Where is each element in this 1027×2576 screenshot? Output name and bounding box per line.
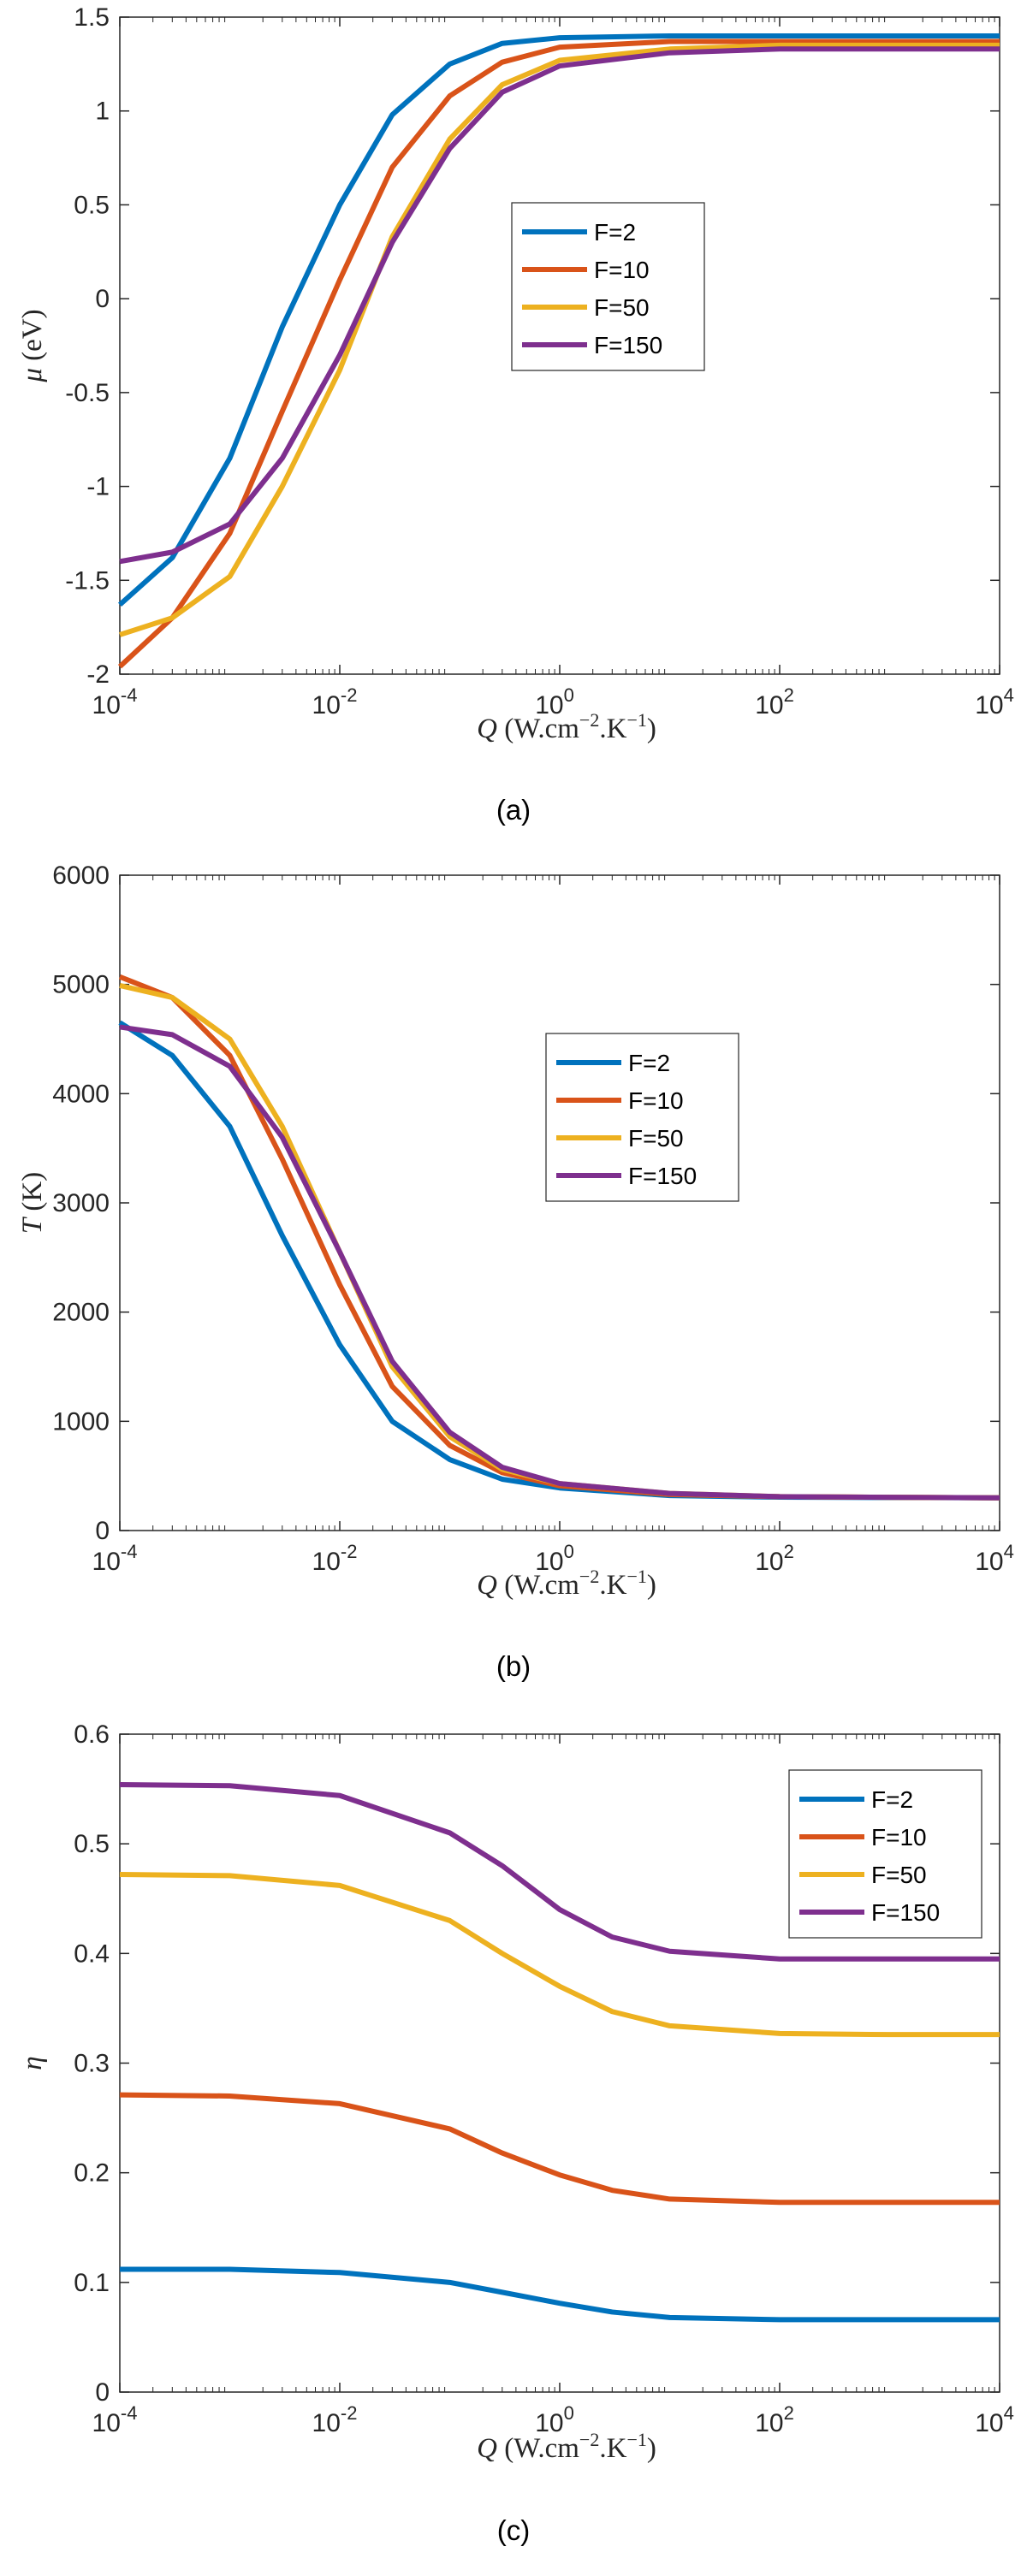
y-tick-label: -1.5 [65,566,110,595]
x-tick-label: 104 [975,1541,1014,1576]
x-tick-label: 100 [535,684,574,720]
y-tick-label: -0.5 [65,379,110,407]
x-tick-label: 104 [975,684,1014,720]
legend-label: F=10 [628,1087,684,1114]
series-line-f-150 [119,46,1000,565]
y-tick-label: 1000 [52,1407,110,1436]
x-tick-label: 10-4 [92,1541,138,1576]
panel-caption: (a) [496,794,531,826]
x-tick-label: 102 [755,2402,794,2437]
y-tick-label: 0.5 [74,1830,110,1858]
x-tick-label: 10-2 [312,684,358,720]
legend-label: F=50 [871,1862,927,1888]
y-tick-label: 0.5 [74,191,110,219]
y-tick-label: 6000 [52,862,110,890]
y-tick-label: 0.2 [74,2159,110,2188]
y-axis-label: T (K) [17,1172,48,1234]
legend: F=2 F=10 F=50 F=150 [545,1033,739,1202]
x-axis-label: Q (W.cm−2.K−1) [477,709,656,744]
plot-area [119,874,1000,1531]
x-tick-label: 10-4 [92,684,138,720]
x-tick-label: 104 [975,2402,1014,2437]
series-line-f-50 [119,42,1000,637]
x-tick-label: 10-4 [92,2402,138,2437]
x-tick-label: 10-2 [312,2402,358,2437]
x-tick-label: 100 [535,1541,574,1576]
y-tick-label: -1 [86,473,110,501]
series-line-f-10 [119,2092,1000,2206]
y-tick-label: 0 [95,1517,110,1545]
panel-caption: (b) [496,1650,531,1682]
y-axis-label: μ (eV) [17,309,48,382]
chart-panel-b: 10-4 10-2 100 102 104 0 1000 2000 3000 4000 5000 60… [17,862,1014,1682]
chart-panel-a: 10-4 10-2 100 102 104 -2 -1.5 -1 -0.5 0 0.5 1 1.5 Q (… [17,3,1014,826]
x-tick-label: 102 [755,1541,794,1576]
legend-label: F=2 [628,1050,670,1076]
x-tick-label: 100 [535,2402,574,2437]
y-tick-label: 0.3 [74,2050,110,2078]
x-tick-label: 102 [755,684,794,720]
series-line-f-10 [117,38,1000,669]
legend-label: F=2 [594,219,636,246]
series-line-f-150 [119,1024,1000,1501]
y-tick-label: 2000 [52,1299,110,1327]
legend-label: F=50 [628,1125,684,1152]
legend-label: F=10 [871,1824,927,1851]
y-axis-label: η [17,2056,48,2070]
series-line-f-2 [120,2266,1000,2323]
legend: F=2 F=10 F=50 F=150 [511,202,705,371]
y-tick-label: 5000 [52,971,110,999]
series-line-f-50 [119,1872,1000,2038]
y-tick-label: 3000 [52,1189,110,1217]
y-tick-label: 0.6 [74,1720,110,1749]
series-line-f-150 [119,1781,1000,1962]
legend-label: F=50 [594,294,650,321]
y-tick-label: 1.5 [74,3,110,32]
legend-label: F=2 [871,1786,913,1813]
y-tick-label: 0.1 [74,2269,110,2297]
panel-caption: (c) [497,2514,530,2546]
y-tick-label: 4000 [52,1080,110,1108]
legend-label: F=10 [594,257,650,283]
y-tick-label: 0.4 [74,1939,110,1968]
legend-label: F=150 [594,332,662,358]
legend-label: F=150 [871,1899,940,1926]
y-tick-label: -2 [86,660,110,689]
x-axis-label: Q (W.cm−2.K−1) [477,1566,656,1601]
x-axis-label: Q (W.cm−2.K−1) [477,2429,656,2464]
y-tick-label: 1 [95,98,110,126]
y-tick-label: 0 [95,285,110,313]
series-line-f-2 [117,33,1000,607]
x-tick-label: 10-2 [312,1541,358,1576]
chart-panel-c: 10-4 10-2 100 102 104 0 0.1 0.2 0.3 0.4 0.5 0.6 Q (W… [17,1720,1014,2546]
legend: F=2 F=10 F=50 F=150 [788,1769,982,1939]
legend-label: F=150 [628,1163,697,1189]
y-tick-label: 0 [95,2378,110,2407]
